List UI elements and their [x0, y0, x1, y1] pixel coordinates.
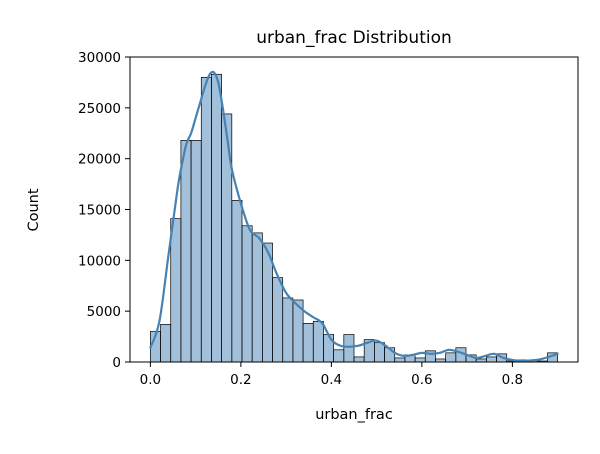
- histogram-bar: [180, 140, 192, 363]
- histogram-bar: [221, 113, 233, 363]
- histogram-bar: [333, 349, 345, 363]
- histogram-bar: [394, 357, 406, 363]
- y-tick-label: 5000: [87, 304, 121, 320]
- y-tick-label: 10000: [78, 253, 121, 269]
- histogram-bar: [251, 232, 263, 363]
- histogram-bar: [414, 357, 426, 363]
- histogram-bar: [302, 323, 314, 363]
- histogram-bar: [374, 342, 385, 363]
- y-axis-label: Count: [26, 188, 42, 231]
- histogram-bar: [272, 277, 284, 363]
- histogram-bar: [486, 356, 497, 363]
- histogram-bar: [241, 225, 253, 363]
- y-axis: 0 5000 10000 15000 20000 25000 30000: [78, 50, 130, 371]
- histogram-bar: [211, 73, 222, 363]
- y-tick-label: 0: [112, 355, 121, 371]
- histogram-bar: [445, 352, 457, 363]
- kde-layer: [149, 70, 559, 363]
- bars-layer: [150, 73, 558, 363]
- kde-line: [149, 70, 559, 363]
- y-tick-label: 25000: [78, 101, 121, 117]
- histogram-bar: [190, 140, 202, 363]
- x-tick-label: 0.0: [140, 372, 161, 388]
- histogram-bar: [160, 324, 172, 363]
- x-axis: 0.0 0.2 0.4 0.6 0.8: [140, 362, 523, 388]
- y-tick-label: 30000: [78, 50, 121, 66]
- x-axis-label: urban_frac: [315, 407, 393, 423]
- histogram-bar: [323, 334, 334, 363]
- histogram-bar: [200, 76, 212, 363]
- histogram-bar: [312, 320, 324, 363]
- chart-title: urban_frac Distribution: [256, 28, 452, 48]
- histogram-bar: [282, 297, 294, 363]
- histogram-bar: [353, 356, 365, 363]
- y-tick-label: 20000: [78, 152, 121, 168]
- x-tick-label: 0.8: [502, 372, 523, 388]
- x-tick-label: 0.4: [321, 372, 342, 388]
- y-tick-label: 15000: [78, 203, 121, 219]
- x-tick-label: 0.6: [411, 372, 432, 388]
- histogram-bar: [231, 200, 243, 363]
- histogram-bar: [170, 218, 182, 363]
- histogram-bar: [343, 334, 355, 363]
- x-tick-label: 0.2: [230, 372, 251, 388]
